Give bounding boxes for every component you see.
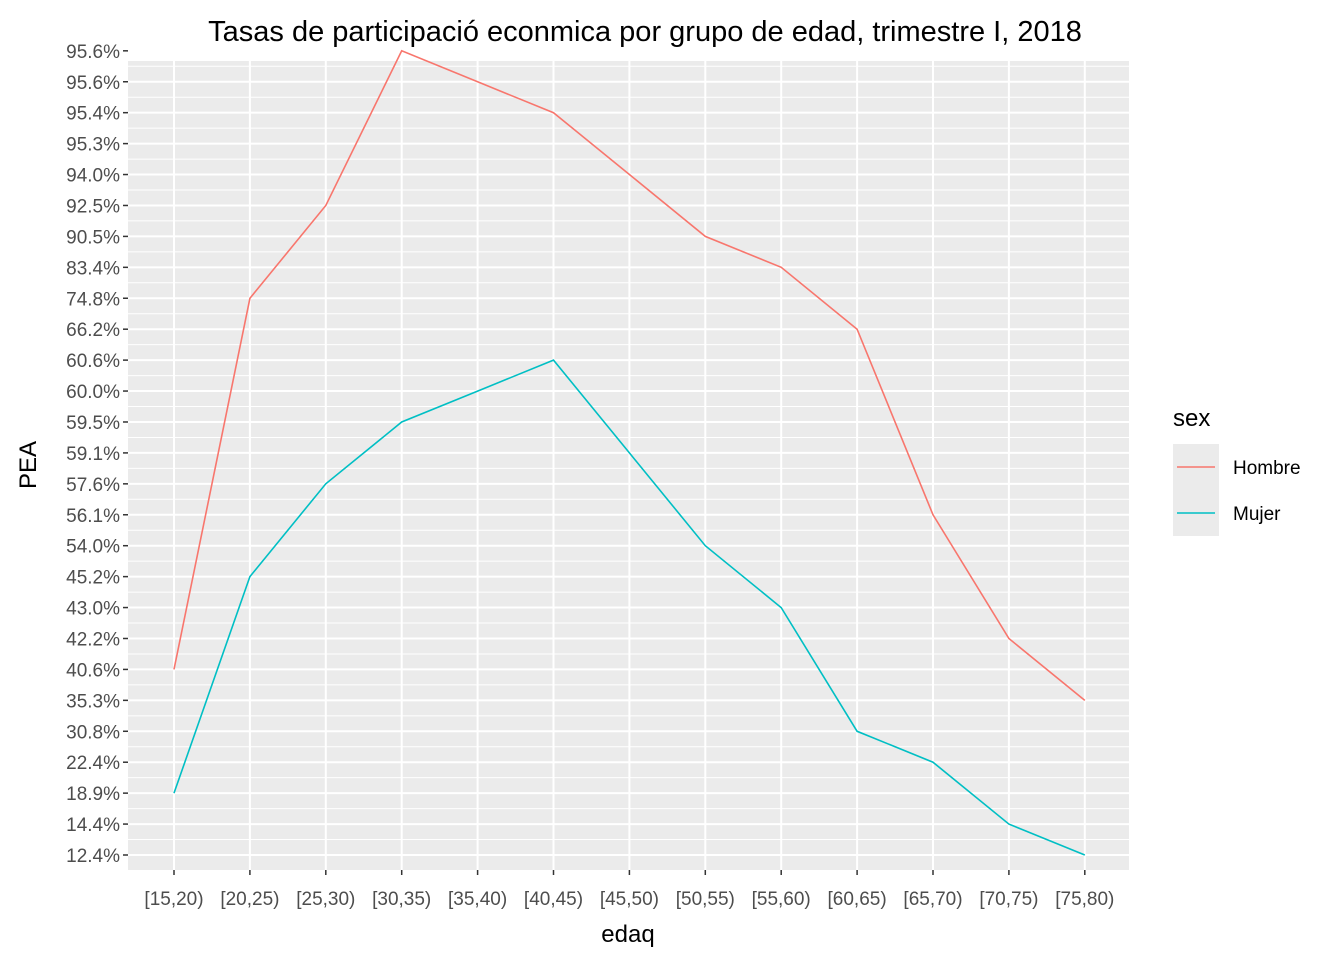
x-tick-label: [50,55) [676, 889, 735, 910]
y-tick-label: 92.5% [66, 196, 120, 217]
x-tick-label: [55,60) [752, 889, 811, 910]
y-tick-label: 60.0% [66, 382, 120, 403]
y-tick-label: 94.0% [66, 166, 120, 187]
x-tick-label: [25,30) [296, 889, 355, 910]
y-tick-label: 30.8% [66, 722, 120, 743]
x-tick-label: [40,45) [524, 889, 583, 910]
legend-title: sex [1173, 405, 1210, 432]
y-tick-label: 60.6% [66, 351, 120, 372]
y-tick-label: 54.0% [66, 537, 120, 558]
x-tick-label: [15,20) [144, 889, 203, 910]
x-tick-label: [35,40) [448, 889, 507, 910]
y-axis: 12.4% 14.4% 18.9% 22.4% 30.8% 35.3% 40.6% 42.2%… [66, 42, 128, 867]
legend-label-hombre: Hombre [1233, 458, 1301, 479]
x-axis-title: edaq [601, 921, 654, 948]
y-tick-label: 90.5% [66, 227, 120, 248]
y-tick-label: 66.2% [66, 320, 120, 341]
legend-label-mujer: Mujer [1233, 504, 1281, 525]
x-tick-label: [75,80) [1055, 889, 1114, 910]
x-axis: [15,20) [20,25) [25,30) [30,35) [35,40) [40,4… [144, 870, 1114, 910]
y-tick-label: 45.2% [66, 568, 120, 589]
legend: sex Hombre Mujer [1173, 405, 1301, 536]
y-tick-label: 43.0% [66, 599, 120, 620]
y-tick-label: 59.1% [66, 444, 120, 465]
series-lines [173, 49, 1086, 856]
x-tick-label: [30,35) [372, 889, 431, 910]
y-tick-label: 12.4% [66, 846, 120, 867]
y-tick-label: 22.4% [66, 753, 120, 774]
y-tick-label: 57.6% [66, 475, 120, 496]
series-line-hombre [173, 49, 1086, 702]
y-tick-label: 35.3% [66, 691, 120, 712]
y-tick-label: 18.9% [66, 784, 120, 805]
y-tick-label: 95.3% [66, 135, 120, 156]
x-tick-label: [65,70) [903, 889, 962, 910]
chart-title: Tasas de participació econmica por grupo… [208, 16, 1082, 48]
y-axis-title: PEA [15, 441, 42, 489]
series-line-mujer [173, 359, 1086, 856]
y-tick-label: 95.6% [66, 42, 120, 63]
y-tick-label: 42.2% [66, 629, 120, 650]
x-tick-label: [70,75) [979, 889, 1038, 910]
y-tick-label: 14.4% [66, 815, 120, 836]
y-tick-label: 95.4% [66, 104, 120, 125]
y-tick-label: 40.6% [66, 660, 120, 681]
x-tick-label: [20,25) [220, 889, 279, 910]
y-tick-label: 59.5% [66, 413, 120, 434]
legend-key-background [1173, 444, 1219, 536]
y-tick-label: 95.6% [66, 73, 120, 94]
y-tick-label: 56.1% [66, 506, 120, 527]
x-tick-label: [60,65) [828, 889, 887, 910]
x-tick-label: [45,50) [600, 889, 659, 910]
y-tick-label: 74.8% [66, 289, 120, 310]
y-tick-label: 83.4% [66, 258, 120, 279]
